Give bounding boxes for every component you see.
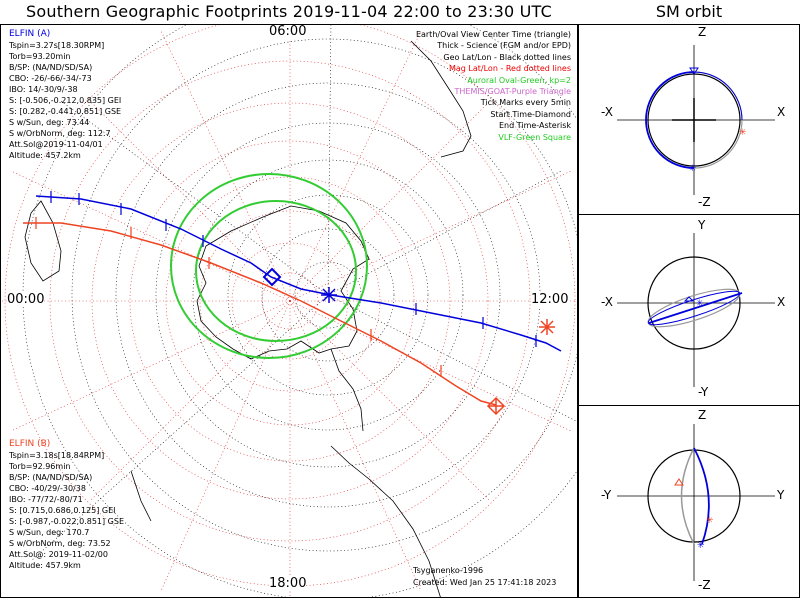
australia-coast	[24, 200, 62, 282]
elfin-a-line: Altitude: 457.2km	[9, 151, 81, 160]
svg-text:✳: ✳	[697, 541, 705, 551]
coastlines	[24, 40, 472, 597]
elfin-b-line: Tspin=3.18s[18.84RPM]	[9, 451, 105, 460]
svg-text:✳: ✳	[706, 516, 714, 526]
elfin-b-line: B/SP: (NA/ND/SD/SA)	[9, 473, 93, 482]
elfin-b-line: Altitude: 457.9km	[9, 561, 81, 570]
mlt-label-right: 12:00	[531, 292, 569, 307]
elfin-a-line: S: [-0.506,-0.212,0.835] GEI	[9, 96, 122, 105]
legend-item: Earth/Oval View Center Time (triangle)	[415, 30, 571, 39]
elfin-b-end-asterisk	[539, 319, 555, 335]
elfin-a-line: Tspin=3.27s[18.30RPM]	[9, 41, 105, 50]
svg-text:✳: ✳	[739, 128, 747, 138]
sm-xy-axis-right: X	[777, 295, 786, 309]
elfin-b-tick-marks	[35, 217, 442, 377]
south-america-coast	[330, 445, 441, 597]
sm-xz-axis-bottom: -Z	[698, 195, 711, 209]
sm-orbit-title: SM orbit	[655, 2, 723, 21]
legend-item: End Time-Asterisk	[498, 121, 571, 131]
sm-orbit-xy-plot: ✳	[617, 233, 775, 387]
elfin-a-line: S: [0.282,-0.441,0.851] GSE	[9, 107, 122, 116]
new-zealand-coast	[130, 470, 152, 522]
elfin-a-line: CBO: -26/-66/-34/-73	[9, 74, 92, 83]
legend-item: VLF-Green Square	[498, 132, 571, 142]
elfin-a-track	[35, 191, 562, 352]
elfin-b-line: S: [-0.987,-0.022,0.851] GSE	[9, 517, 124, 526]
elfin-b-name: ELFIN (B)	[9, 439, 51, 449]
sm-xy-axis-left: -X	[601, 295, 613, 309]
sm-xz-axis-top: Z	[698, 25, 707, 39]
legend-item: Auroral Oval-Green, kp=2	[467, 75, 571, 85]
elfin-b-line: IBO: -77/72/-80/71	[9, 495, 83, 504]
elfin-b-line: CBO: -40/29/-30/38	[9, 484, 86, 493]
elfin-a-end-asterisk	[321, 287, 337, 303]
elfin-a-line: B/SP: (NA/ND/SD/SA)	[9, 63, 93, 72]
legend-item: Start Time-Diamond	[490, 109, 571, 119]
footprint-map-panel: ELFIN (A) Tspin=3.27s[18.30RPM] Torb=93.…	[0, 24, 578, 598]
legend-item: Geo Lat/Lon - Black dotted lines	[443, 52, 571, 62]
elfin-a-tick-marks	[50, 191, 537, 347]
created-timestamp: Created: Wed Jan 25 17:41:18 2023	[413, 578, 557, 587]
elfin-a-line: Att.Sol@2019-11-04/01	[9, 140, 103, 149]
elfin-a-line: S w/Sun, deg: 73.44	[9, 118, 90, 127]
elfin-b-line: Att.Sol@: 2019-11-02/00	[9, 550, 108, 559]
sm-yz-axis-bottom: -Z	[698, 578, 711, 592]
mlt-label-bottom: 18:00	[269, 576, 307, 591]
footprint-map	[1, 25, 577, 597]
auroral-oval-inner	[195, 200, 357, 342]
elfin-a-start-diamond	[262, 267, 282, 287]
antarctic-peninsula-coast	[330, 348, 364, 432]
mag-latitude-circles	[1, 25, 577, 597]
elfin-b-start-diamond	[486, 396, 506, 416]
sm-orbit-yz-panel: ✳ ✳ Z -Z -Y Y	[578, 405, 800, 598]
legend-item: Tick Marks every 5min	[480, 98, 571, 108]
elfin-a-line: Torb=93.20min	[9, 52, 71, 61]
sm-xy-axis-top: Y	[698, 218, 706, 232]
sm-yz-axis-top: Z	[698, 408, 707, 422]
svg-text:✳: ✳	[696, 299, 704, 309]
legend-item: Thick - Science (FGM and/or EPD)	[437, 41, 571, 51]
sm-xz-axis-left: -X	[601, 105, 613, 119]
sm-xz-axis-right: X	[777, 105, 786, 119]
elfin-b-line: Torb=92.96min	[9, 462, 71, 471]
elfin-b-track	[23, 217, 555, 416]
svg-text:✳: ✳	[689, 164, 697, 174]
plot-title: Southern Geographic Footprints 2019-11-0…	[26, 2, 552, 21]
legend-item: THEMIS/GOAT-Purple Triangle	[454, 87, 571, 97]
legend-item: Mag Lat/Lon - Red dotted lines	[448, 64, 571, 74]
plot-legend: Earth/Oval View Center Time (triangle) T…	[416, 29, 571, 143]
elfin-a-name: ELFIN (A)	[9, 29, 51, 39]
sm-orbit-xz-panel: ✳ ✳ Z -Z -X X	[578, 24, 800, 215]
mlt-label-top: 06:00	[269, 24, 307, 39]
mlt-label-left: 00:00	[7, 292, 45, 307]
elfin-b-line: S w/OrbNorm, deg: 73.52	[9, 539, 111, 548]
sm-orbit-xz-plot: ✳ ✳	[617, 45, 775, 195]
sm-orbit-yz-plot: ✳ ✳	[617, 424, 775, 581]
sm-orbit-xy-panel: ✳ Y -Y -X X	[578, 214, 800, 406]
elfin-a-line: IBO: 14/-30/9/-38	[9, 85, 78, 94]
elfin-b-info: ELFIN (B) Tspin=3.18s[18.84RPM] Torb=92.…	[9, 439, 124, 571]
sm-xy-axis-bottom: -Y	[698, 385, 709, 399]
elfin-b-line: S w/Sun, deg: 170.7	[9, 528, 90, 537]
auroral-oval-outer	[170, 173, 368, 359]
elfin-b-line: S: [0.715,0.686,0.125] GEI	[9, 506, 116, 515]
sm-yz-axis-right: Y	[777, 488, 785, 502]
antarctica-coast	[196, 205, 370, 360]
model-credit: Tsyganenko-1996	[413, 566, 484, 575]
sm-yz-axis-left: -Y	[601, 488, 612, 502]
africa-coast	[410, 40, 472, 158]
elfin-a-line: S w/OrbNorm, deg: 112.7	[9, 129, 111, 138]
auroral-oval	[170, 173, 368, 359]
elfin-a-info: ELFIN (A) Tspin=3.27s[18.30RPM] Torb=93.…	[9, 29, 121, 161]
